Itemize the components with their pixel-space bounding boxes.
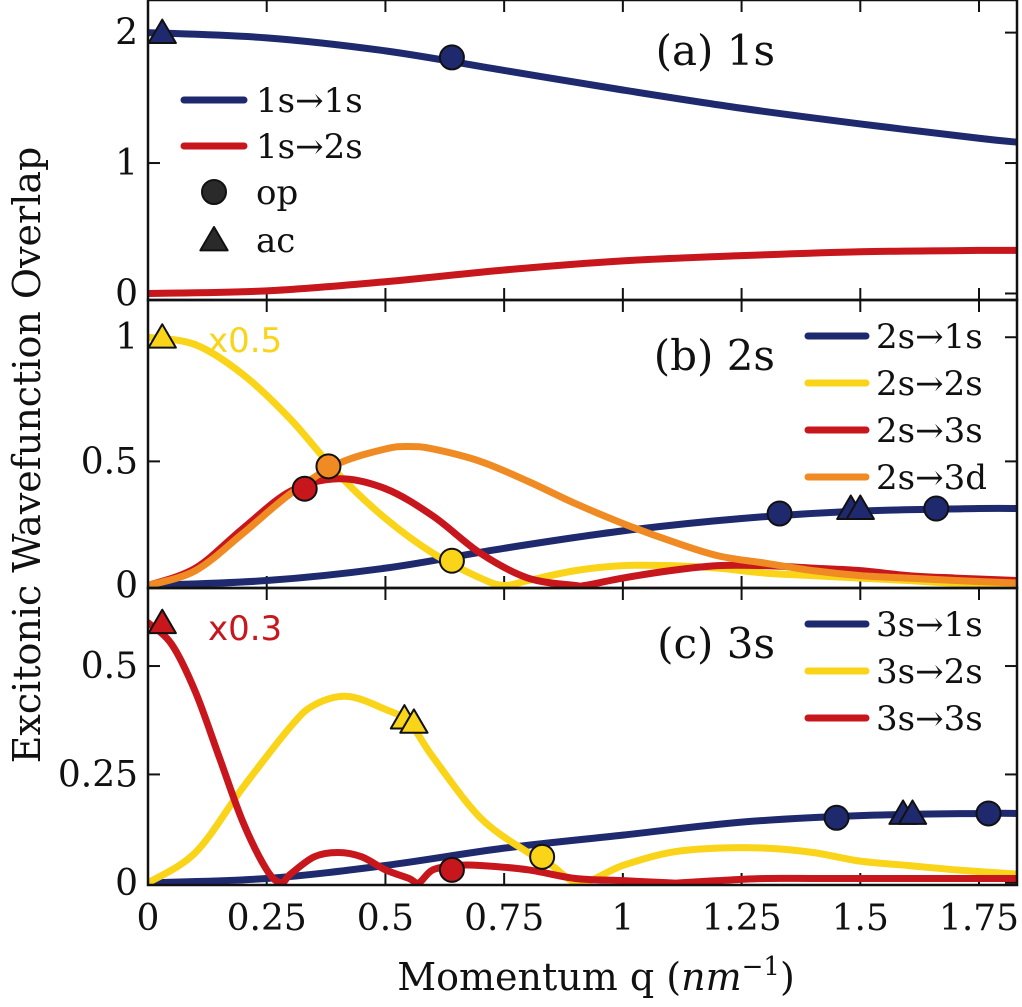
x-tick-label: 0.5 xyxy=(357,898,414,939)
y-tick-label: 1 xyxy=(115,143,138,184)
panel-frame xyxy=(146,586,1019,887)
legend-marker-ac xyxy=(199,226,229,252)
y-axis-title: Excitonic Wavefunction Overlap xyxy=(5,147,49,764)
marker-op xyxy=(438,856,465,883)
marker-op xyxy=(766,500,793,527)
marker-ac xyxy=(399,708,429,734)
marker-op xyxy=(923,495,950,522)
legend-label: 2s→1s xyxy=(876,317,983,357)
marker-ac xyxy=(845,494,875,520)
marker-op xyxy=(823,804,850,831)
y-tick-label: 0 xyxy=(115,863,138,904)
legend-label: 3s→3s xyxy=(876,699,983,739)
scale-note: x0.5 xyxy=(208,321,282,361)
x-tick-label: 1.75 xyxy=(939,898,1019,939)
marker-ac xyxy=(897,799,928,825)
marker-ac xyxy=(147,323,177,349)
marker-op xyxy=(438,44,465,71)
y-tick-label: 0.5 xyxy=(81,646,138,687)
series-line-b-0 xyxy=(148,504,1017,588)
y-tick-label: 0.5 xyxy=(81,441,138,482)
x-axis-title-prefix: Momentum q xyxy=(397,955,666,999)
marker-op xyxy=(438,547,465,574)
y-tick-label: 0.25 xyxy=(58,754,138,795)
legend-label: ac xyxy=(256,221,295,261)
x-axis-title-exponent: −1 xyxy=(742,952,780,982)
x-tick-label: 0.75 xyxy=(464,898,544,939)
y-tick-label: 0 xyxy=(115,273,138,314)
marker-ac xyxy=(147,608,177,635)
legend-label: 1s→1s xyxy=(256,81,363,121)
marker-op xyxy=(315,453,342,480)
series-line-c-0 xyxy=(148,809,1017,885)
legend-label: 2s→2s xyxy=(876,364,983,404)
marker-op xyxy=(291,475,318,502)
scale-note: x0.3 xyxy=(208,609,282,649)
panel-label: (a) 1s xyxy=(656,26,775,75)
x-tick-label: 1.25 xyxy=(702,898,782,939)
x-axis-title: Momentum q (nm−1) xyxy=(397,952,795,999)
panel-a: 0 1 2 (a) 1s 1s→1s 1s→2s op ac xyxy=(115,0,1019,314)
panel-label: (c) 3s xyxy=(657,619,775,668)
y-tick-label: 2 xyxy=(115,13,138,54)
y-tick-label: 1 xyxy=(115,317,138,358)
legend-label: 3s→1s xyxy=(876,605,983,645)
legend-label: 2s→3d xyxy=(876,458,987,498)
x-tick-label: 1.5 xyxy=(832,898,889,939)
x-axis-title-unit: nm xyxy=(681,955,742,999)
legend-marker-op xyxy=(201,179,227,205)
x-tick-label: 0 xyxy=(137,898,160,939)
legend-label: op xyxy=(256,173,298,213)
series-line-a-0 xyxy=(148,29,1017,146)
legend-label: 2s→3s xyxy=(876,411,983,451)
series-lines xyxy=(148,29,1017,297)
y-tick-label: 0 xyxy=(115,566,138,607)
series-line-a-1 xyxy=(148,246,1017,297)
legend-label: 3s→2s xyxy=(876,652,983,692)
marker-op xyxy=(975,800,1002,827)
panel-b: 0 0.5 1 (b) 2s x0.5 2s→1s 2s→2s 2s→3s 2s→3d xyxy=(81,298,1019,607)
marker-ac xyxy=(147,18,177,45)
marker-op xyxy=(529,843,556,870)
legend-label: 1s→2s xyxy=(256,127,363,167)
series-line-c-2 xyxy=(148,619,1017,885)
x-tick-label: 0.25 xyxy=(227,898,307,939)
x-tick-label: 1 xyxy=(611,898,634,939)
panel-label: (b) 2s xyxy=(654,331,775,380)
panel-c: 0 0.25 0.5 (c) 3s x0.3 3s→1s 3s→2s 3s→3s xyxy=(58,586,1019,904)
